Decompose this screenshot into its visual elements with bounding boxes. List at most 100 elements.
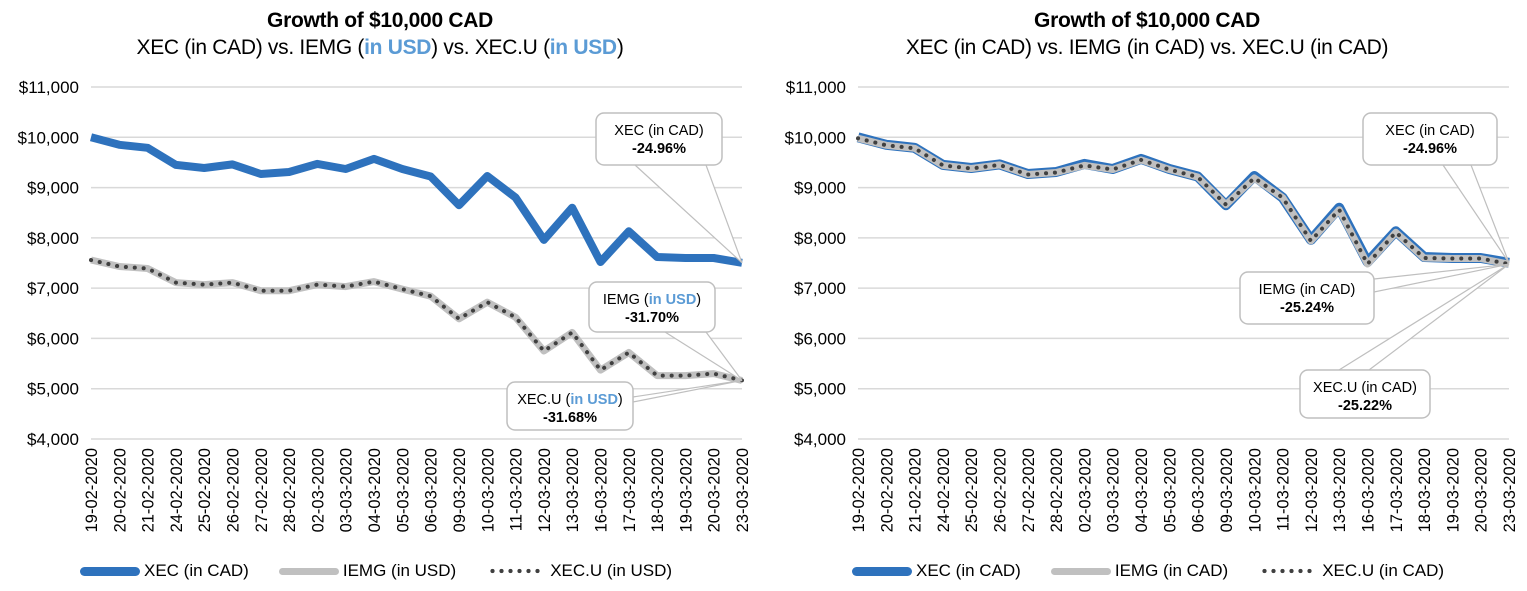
- legend-symbol-gray-line: [278, 567, 339, 575]
- callout-pointer: [632, 379, 743, 403]
- series-line: [89, 258, 744, 383]
- subtitle-highlight: in USD: [364, 36, 432, 59]
- x-tick-label: 20-02-2020: [878, 448, 896, 532]
- x-tick-label: 21-02-2020: [140, 448, 158, 532]
- y-tick-label: $6,000: [27, 329, 79, 348]
- legend-label: XEC.U (in USD): [550, 561, 673, 580]
- legend-label: XEC (in CAD): [144, 561, 249, 580]
- y-tick-label: $5,000: [27, 380, 79, 399]
- data-label-callout: XEC.U (in CAD) -25.22%: [1299, 263, 1510, 419]
- callout-box: [595, 112, 723, 166]
- y-tick-label: $11,000: [786, 78, 846, 97]
- callout-box: [1299, 369, 1431, 419]
- callout-pointer: [1441, 164, 1510, 264]
- x-tick-label: 10-03-2020: [479, 448, 497, 532]
- y-tick-label: $4,000: [794, 430, 846, 449]
- x-tick-label: 28-02-2020: [1048, 448, 1066, 532]
- x-tick-label: 24-02-2020: [935, 448, 953, 532]
- callout-box: [1362, 112, 1498, 166]
- legend-symbol-dotted-line: [486, 566, 541, 576]
- x-tick-label: 05-03-2020: [1161, 448, 1179, 532]
- legend-item-xecu[interactable]: XEC.U (in USD): [486, 561, 672, 581]
- x-tick-label: 25-02-2020: [196, 448, 214, 532]
- x-tick-label: 23-03-2020: [1501, 448, 1519, 532]
- callout-series-name: XEC.U (in USD): [517, 392, 623, 408]
- x-tick-label: 17-03-2020: [1388, 448, 1406, 532]
- x-tick-label: 11-03-2020: [508, 448, 526, 531]
- x-tick-label: 19-03-2020: [677, 448, 695, 532]
- callout-value: -25.22%: [1338, 398, 1392, 414]
- chart-cad-comparison: Growth of $10,000 CAD XEC (in CAD) vs. I…: [767, 0, 1527, 591]
- x-tick-label: 26-02-2020: [225, 448, 243, 532]
- subtitle-text: XEC (in CAD) vs. IEMG (: [136, 36, 365, 59]
- legend-item-iemg[interactable]: IEMG (in USD): [278, 561, 457, 581]
- y-tick-label: $7,000: [794, 279, 846, 298]
- callout-box: [588, 281, 716, 333]
- callout-series-name: XEC (in CAD): [614, 123, 703, 139]
- chart-subtitle: XEC (in CAD) vs. IEMG (in USD) vs. XEC.U…: [0, 36, 760, 60]
- x-tick-label: 16-03-2020: [592, 448, 610, 532]
- y-tick-label: $10,000: [18, 128, 79, 147]
- subtitle-text: ) vs. XEC.U (: [431, 36, 550, 59]
- callout-value: -31.70%: [625, 310, 679, 326]
- series-xec-u-in-cad: [856, 136, 1511, 268]
- x-tick-label: 12-03-2020: [1303, 448, 1321, 532]
- x-tick-label: 24-02-2020: [168, 448, 186, 532]
- y-tick-label: $6,000: [794, 329, 846, 348]
- legend-item-xec[interactable]: XEC (in CAD): [80, 561, 249, 581]
- x-tick-label: 20-03-2020: [706, 448, 724, 532]
- y-tick-label: $7,000: [27, 279, 79, 298]
- callout-box: [506, 381, 634, 431]
- x-tick-label: 21-02-2020: [907, 448, 925, 532]
- legend: XEC (in CAD) IEMG (in CAD) XEC.U (in CAD…: [852, 559, 1474, 583]
- x-tick-label: 27-02-2020: [253, 448, 271, 532]
- callout-value: -31.68%: [543, 410, 597, 426]
- legend-symbol-dotted-line: [1258, 566, 1313, 576]
- x-tick-label: 19-02-2020: [83, 448, 101, 532]
- chart-title: Growth of $10,000 CAD: [267, 9, 493, 32]
- callout-series-name: IEMG (in CAD): [1259, 282, 1356, 298]
- legend-symbol-gray-line: [1050, 567, 1111, 575]
- y-tick-label: $11,000: [19, 78, 79, 97]
- y-tick-label: $8,000: [27, 229, 79, 248]
- plot-area: $4,000 $5,000 $6,000 $7,000 $8,000 $9,000 $10,…: [18, 78, 752, 532]
- legend-symbol-blue-line: [852, 566, 912, 576]
- x-tick-label: 09-03-2020: [1218, 448, 1236, 532]
- data-label-callout: IEMG (in CAD) -25.24%: [1239, 263, 1510, 325]
- legend-item-xecu[interactable]: XEC.U (in CAD): [1258, 561, 1444, 581]
- x-tick-label: 20-03-2020: [1473, 448, 1491, 532]
- x-tick-label: 20-02-2020: [111, 448, 129, 532]
- x-tick-label: 27-02-2020: [1020, 448, 1038, 532]
- chart-title: Growth of $10,000 CAD: [1034, 9, 1260, 32]
- data-label-callout: IEMG (in USD) -31.70%: [588, 281, 743, 382]
- x-tick-label: 17-03-2020: [621, 448, 639, 532]
- series-line: [856, 136, 1511, 268]
- legend-label: XEC.U (in CAD): [1322, 561, 1445, 580]
- x-tick-label: 13-03-2020: [1331, 448, 1349, 532]
- callout-series-name: XEC.U (in CAD): [1313, 380, 1417, 396]
- callout-value: -24.96%: [1403, 141, 1457, 157]
- legend-label: IEMG (in USD): [342, 561, 457, 580]
- plot-area: $4,000 $5,000 $6,000 $7,000 $8,000 $9,000 $10,…: [785, 78, 1519, 532]
- legend-item-xec[interactable]: XEC (in CAD): [852, 561, 1021, 581]
- x-tick-label: 26-02-2020: [992, 448, 1010, 532]
- y-tick-label: $8,000: [794, 229, 846, 248]
- callout-box: [1239, 271, 1375, 325]
- y-tick-label: $9,000: [27, 179, 79, 198]
- callout-series-name: XEC (in CAD): [1385, 123, 1474, 139]
- x-tick-label: 02-03-2020: [1076, 448, 1094, 532]
- callout-series-name: IEMG (in USD): [603, 292, 701, 308]
- y-tick-label: $5,000: [794, 380, 846, 399]
- x-tick-label: 06-03-2020: [423, 448, 441, 532]
- x-tick-label: 28-02-2020: [281, 448, 299, 532]
- callout-value: -25.24%: [1280, 300, 1334, 316]
- legend-label: XEC (in CAD): [916, 561, 1021, 580]
- legend-symbol-blue-line: [80, 566, 140, 576]
- y-tick-label: $9,000: [794, 179, 846, 198]
- subtitle-text: ): [616, 36, 624, 59]
- legend-item-iemg[interactable]: IEMG (in CAD): [1050, 561, 1228, 581]
- x-tick-label: 18-03-2020: [649, 448, 667, 532]
- data-label-callout: XEC (in CAD) -24.96%: [595, 112, 743, 264]
- subtitle-highlight: in USD: [549, 36, 617, 59]
- x-tick-label: 19-03-2020: [1444, 448, 1462, 532]
